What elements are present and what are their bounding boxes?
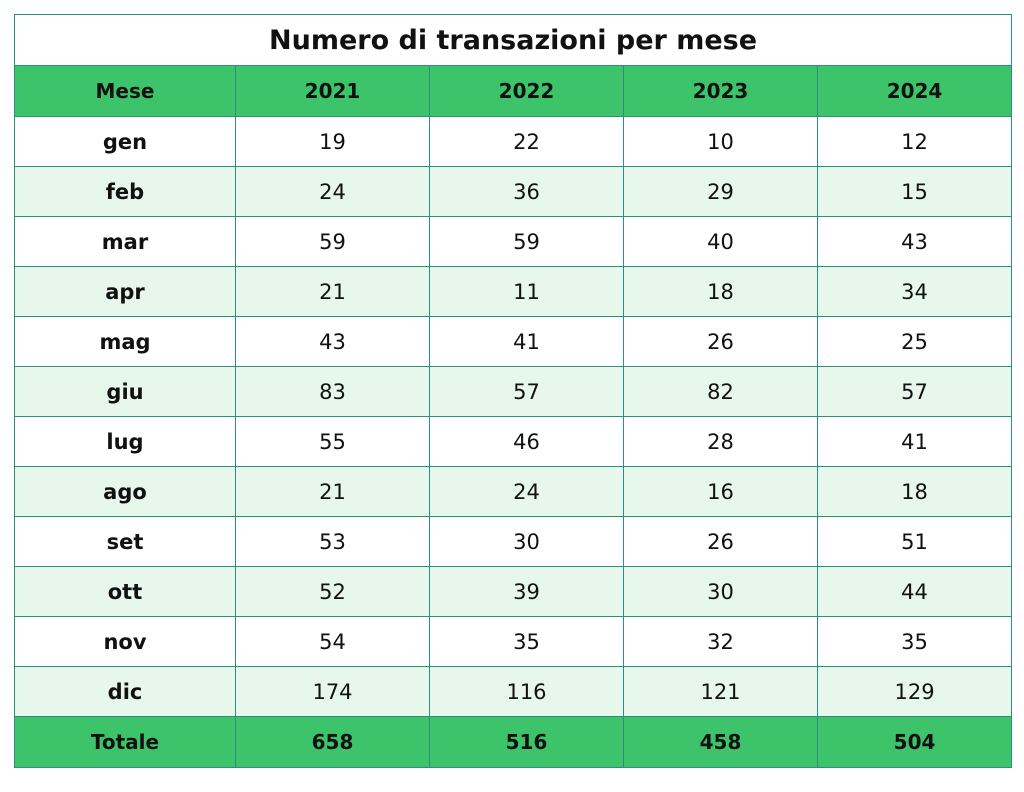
value-cell: 35 <box>816 616 1013 667</box>
value-cell: 18 <box>816 466 1013 517</box>
value-cell: 55 <box>235 416 430 467</box>
month-cell: ago <box>14 466 236 517</box>
value-cell: 43 <box>235 316 430 367</box>
value-cell: 116 <box>429 666 624 717</box>
value-cell: 19 <box>235 116 430 167</box>
value-cell: 12 <box>816 116 1013 167</box>
value-cell: 121 <box>623 666 818 717</box>
month-cell: giu <box>14 366 236 417</box>
value-cell: 24 <box>429 466 624 517</box>
value-cell: 26 <box>623 316 818 367</box>
value-cell: 46 <box>429 416 624 467</box>
value-cell: 21 <box>235 466 430 517</box>
value-cell: 82 <box>623 366 818 417</box>
value-cell: 174 <box>235 666 430 717</box>
value-cell: 129 <box>816 666 1013 717</box>
month-cell: dic <box>14 666 236 717</box>
table-row: giu 83 57 82 57 <box>14 366 1013 417</box>
value-cell: 32 <box>623 616 818 667</box>
value-cell: 59 <box>235 216 430 267</box>
table-row: set 53 30 26 51 <box>14 516 1013 567</box>
value-cell: 16 <box>623 466 818 517</box>
column-header-2024: 2024 <box>816 65 1013 117</box>
transactions-table: Numero di transazioni per mese Mese 2021… <box>13 14 1013 768</box>
table-row: ago 21 24 16 18 <box>14 466 1013 517</box>
column-header-2021: 2021 <box>235 65 430 117</box>
column-header-2022: 2022 <box>429 65 624 117</box>
month-cell: nov <box>14 616 236 667</box>
header-row: Mese 2021 2022 2023 2024 <box>14 65 1013 117</box>
value-cell: 15 <box>816 166 1013 217</box>
table-row: feb 24 36 29 15 <box>14 166 1013 217</box>
month-cell: set <box>14 516 236 567</box>
value-cell: 36 <box>429 166 624 217</box>
value-cell: 24 <box>235 166 430 217</box>
table-title: Numero di transazioni per mese <box>13 14 1013 66</box>
value-cell: 22 <box>429 116 624 167</box>
value-cell: 35 <box>429 616 624 667</box>
value-cell: 10 <box>623 116 818 167</box>
value-cell: 54 <box>235 616 430 667</box>
value-cell: 51 <box>816 516 1013 567</box>
total-row: Totale 658 516 458 504 <box>14 716 1013 768</box>
value-cell: 11 <box>429 266 624 317</box>
value-cell: 28 <box>623 416 818 467</box>
table-row: apr 21 11 18 34 <box>14 266 1013 317</box>
value-cell: 43 <box>816 216 1013 267</box>
value-cell: 44 <box>816 566 1013 617</box>
table-row: ott 52 39 30 44 <box>14 566 1013 617</box>
total-value-2022: 516 <box>429 716 624 768</box>
title-row: Numero di transazioni per mese <box>13 14 1013 66</box>
month-cell: mar <box>14 216 236 267</box>
table-row: gen 19 22 10 12 <box>14 116 1013 167</box>
total-value-2021: 658 <box>235 716 430 768</box>
value-cell: 30 <box>623 566 818 617</box>
value-cell: 30 <box>429 516 624 567</box>
value-cell: 57 <box>816 366 1013 417</box>
total-value-2023: 458 <box>623 716 818 768</box>
value-cell: 59 <box>429 216 624 267</box>
value-cell: 41 <box>816 416 1013 467</box>
total-value-2024: 504 <box>816 716 1013 768</box>
value-cell: 39 <box>429 566 624 617</box>
column-header-month: Mese <box>14 65 236 117</box>
month-cell: gen <box>14 116 236 167</box>
table-body: gen 19 22 10 12 feb 24 36 29 15 mar 59 5… <box>14 116 1013 717</box>
month-cell: ott <box>14 566 236 617</box>
month-cell: lug <box>14 416 236 467</box>
transactions-table-container: Numero di transazioni per mese Mese 2021… <box>13 14 1013 778</box>
value-cell: 21 <box>235 266 430 317</box>
value-cell: 41 <box>429 316 624 367</box>
value-cell: 83 <box>235 366 430 417</box>
table-row: mar 59 59 40 43 <box>14 216 1013 267</box>
column-header-2023: 2023 <box>623 65 818 117</box>
month-cell: mag <box>14 316 236 367</box>
value-cell: 40 <box>623 216 818 267</box>
table-row: dic 174 116 121 129 <box>14 666 1013 717</box>
table-row: nov 54 35 32 35 <box>14 616 1013 667</box>
value-cell: 57 <box>429 366 624 417</box>
table-row: lug 55 46 28 41 <box>14 416 1013 467</box>
month-cell: apr <box>14 266 236 317</box>
month-cell: feb <box>14 166 236 217</box>
value-cell: 34 <box>816 266 1013 317</box>
table-row: mag 43 41 26 25 <box>14 316 1013 367</box>
value-cell: 29 <box>623 166 818 217</box>
value-cell: 25 <box>816 316 1013 367</box>
value-cell: 26 <box>623 516 818 567</box>
total-label: Totale <box>14 716 236 768</box>
value-cell: 53 <box>235 516 430 567</box>
value-cell: 52 <box>235 566 430 617</box>
value-cell: 18 <box>623 266 818 317</box>
